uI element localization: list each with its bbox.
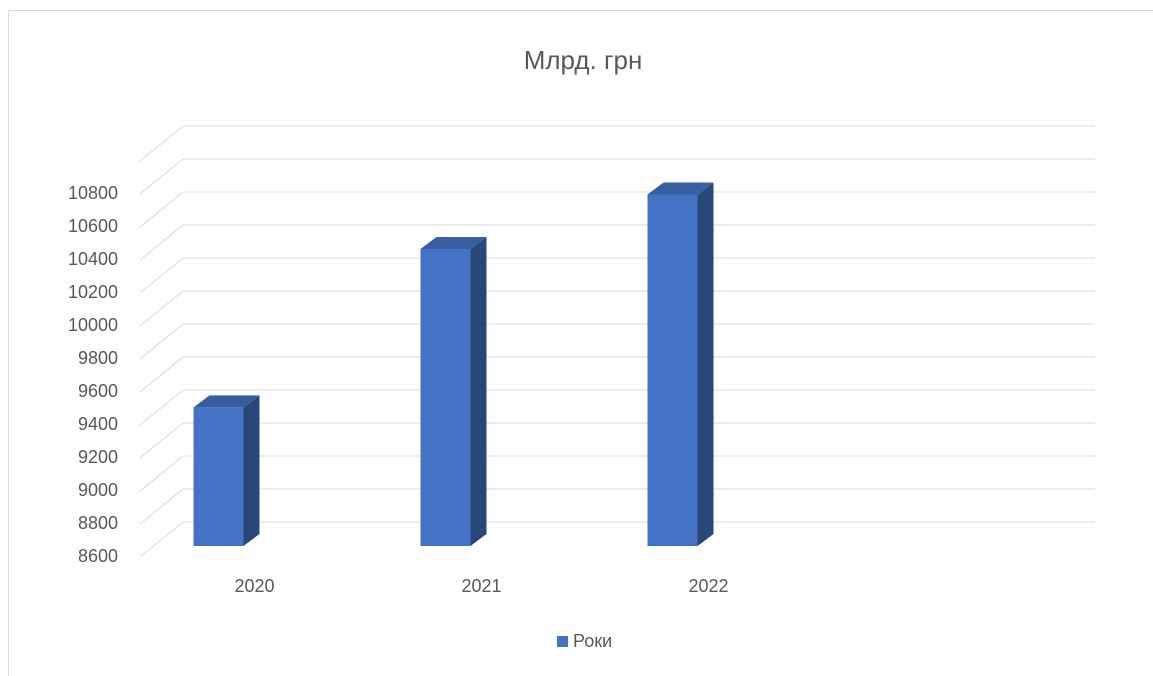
grid-line bbox=[139, 191, 1095, 228]
y-tick-label: 10000 bbox=[68, 315, 118, 335]
y-tick-label: 9400 bbox=[78, 414, 118, 434]
y-tick-label: 9600 bbox=[78, 381, 118, 401]
y-tick-label: 10600 bbox=[68, 216, 118, 236]
chart-frame bbox=[8, 10, 1153, 676]
grid-line bbox=[139, 521, 1095, 558]
grid-line bbox=[139, 224, 1095, 261]
y-tick-label: 8800 bbox=[78, 513, 118, 533]
bar bbox=[420, 237, 487, 546]
x-tick-label: 2020 bbox=[234, 576, 274, 596]
grid-line bbox=[139, 158, 1095, 195]
bar-side bbox=[470, 237, 487, 546]
legend-swatch bbox=[557, 636, 568, 647]
bar-front bbox=[647, 194, 698, 547]
grid-line bbox=[139, 356, 1095, 393]
bar-top bbox=[647, 182, 714, 195]
x-tick-label: 2022 bbox=[688, 576, 728, 596]
grid-line bbox=[139, 323, 1095, 360]
bar-side bbox=[697, 182, 714, 547]
y-tick-label: 10800 bbox=[68, 183, 118, 203]
grid-line bbox=[139, 257, 1095, 294]
y-tick-label: 9800 bbox=[78, 348, 118, 368]
y-tick-label: 10200 bbox=[68, 282, 118, 302]
bar-side bbox=[243, 395, 260, 546]
bar-front bbox=[193, 407, 244, 546]
bar-front bbox=[420, 249, 471, 546]
grid-line bbox=[139, 125, 1095, 162]
grid-line bbox=[139, 389, 1095, 426]
grid-line bbox=[139, 488, 1095, 525]
y-tick-label: 8600 bbox=[78, 546, 118, 566]
bar bbox=[193, 395, 260, 546]
y-tick-label: 10400 bbox=[68, 249, 118, 269]
y-tick-label: 9000 bbox=[78, 480, 118, 500]
legend-label: Роки bbox=[573, 631, 612, 651]
grid-line bbox=[139, 422, 1095, 459]
grid-line bbox=[139, 290, 1095, 327]
bar-top bbox=[420, 237, 487, 249]
bar-top bbox=[193, 395, 260, 408]
x-tick-label: 2021 bbox=[461, 576, 501, 596]
chart-title: Млрд. грн bbox=[524, 45, 643, 75]
y-tick-label: 9200 bbox=[78, 447, 118, 467]
grid-line bbox=[139, 455, 1095, 492]
bar bbox=[647, 182, 714, 547]
